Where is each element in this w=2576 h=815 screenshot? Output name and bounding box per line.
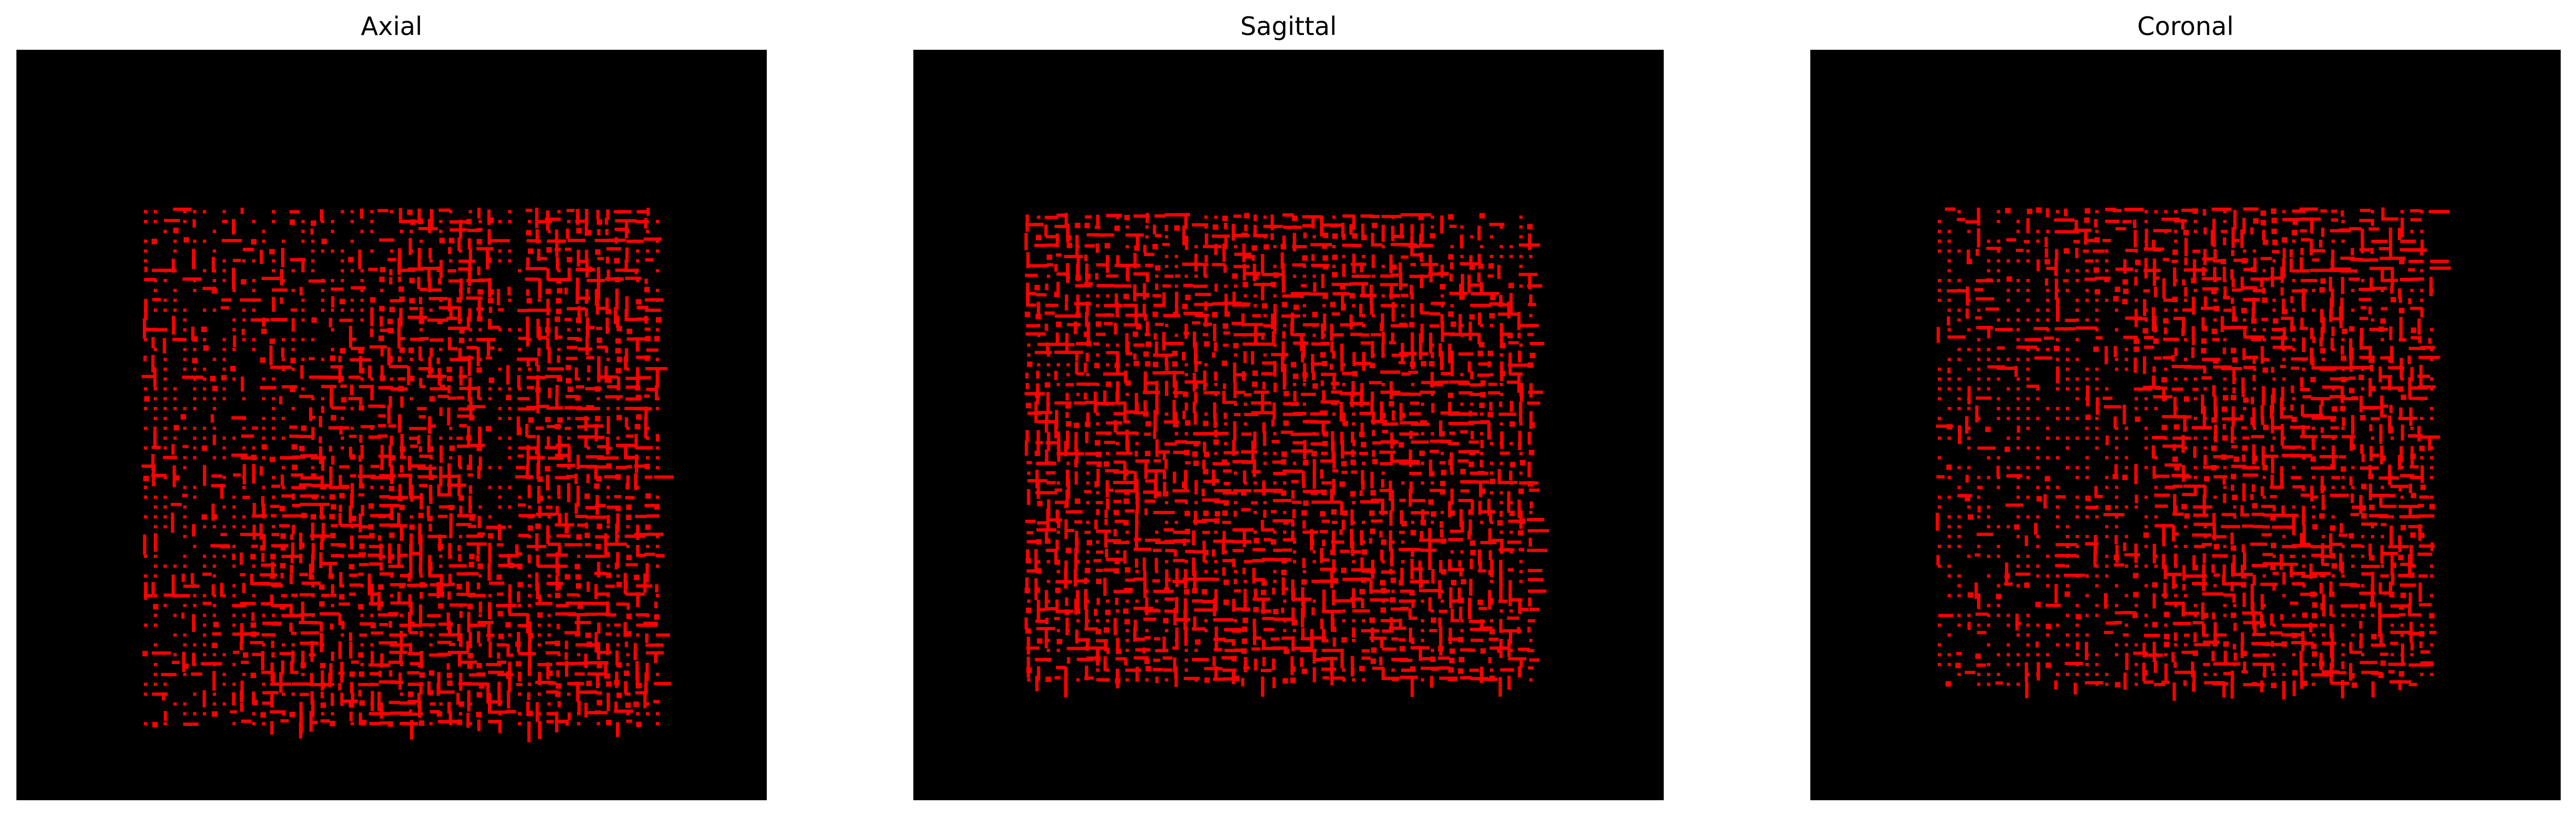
- vector-field-marks: [141, 207, 674, 742]
- vector-field-marks: [1024, 213, 1549, 697]
- coronal-view: [1810, 50, 2561, 800]
- coronal-vector-field: [1936, 207, 2451, 701]
- coronal-panel: Coronal: [1810, 0, 2561, 815]
- axial-vector-field: [141, 207, 674, 742]
- sagittal-view: [913, 50, 1664, 800]
- vector-field-marks: [1936, 207, 2451, 701]
- axial-view: [16, 50, 767, 800]
- sagittal-vector-field: [1024, 213, 1549, 697]
- sagittal-panel: Sagittal: [913, 0, 1664, 815]
- coronal-title: Coronal: [2137, 11, 2234, 41]
- axial-panel: Axial: [16, 0, 767, 815]
- axial-title: Axial: [360, 11, 423, 41]
- sagittal-title: Sagittal: [1240, 11, 1337, 41]
